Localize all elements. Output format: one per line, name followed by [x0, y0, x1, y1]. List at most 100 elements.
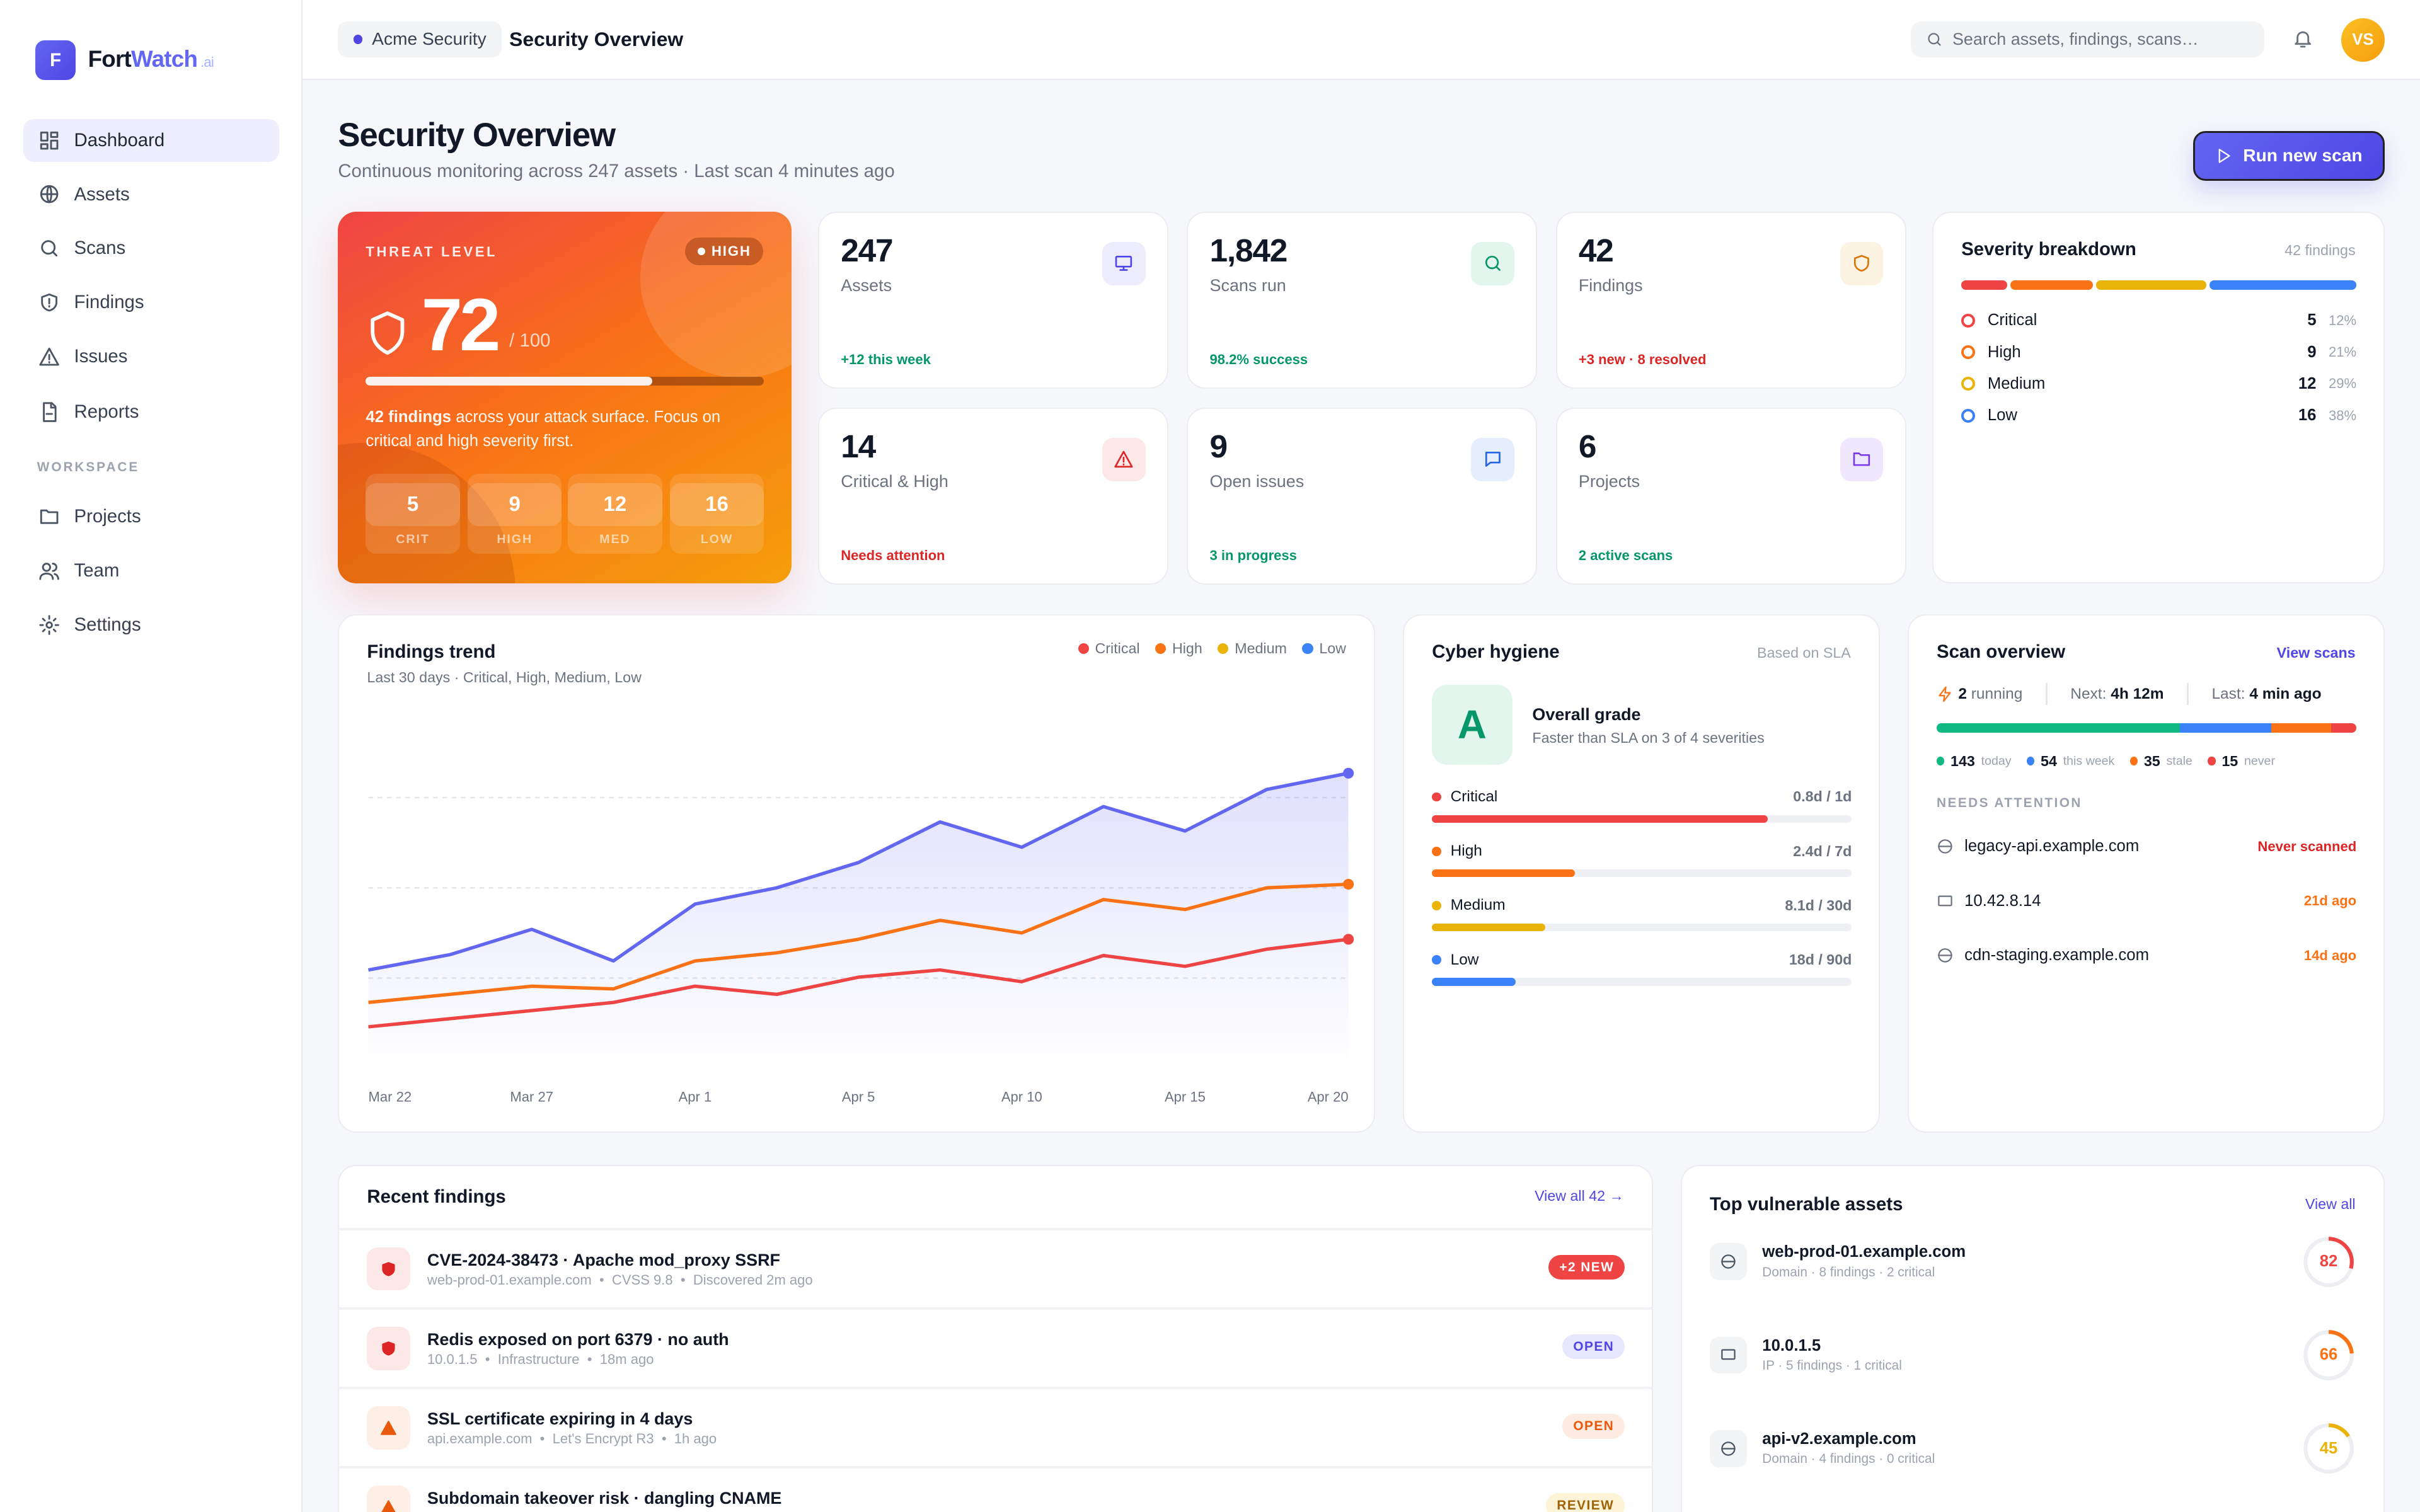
stat-card[interactable]: 14 Critical & High Needs attention [817, 407, 1168, 585]
vulnerable-asset-row[interactable]: 10.0.1.5 IP · 5 findings · 1 critical 66 [1710, 1324, 2358, 1386]
threat-max: / 100 [509, 330, 551, 352]
bell-icon[interactable] [2292, 28, 2313, 49]
sla-row: Low 18d / 90d [1432, 951, 1852, 986]
x-tick-label: Apr 1 [679, 1089, 712, 1104]
legend-item[interactable]: Medium [1218, 640, 1287, 657]
sidebar-item-team[interactable]: Team [23, 549, 280, 593]
attention-item[interactable]: 10.42.8.14 21d ago [1937, 892, 2356, 910]
series-endpoint-critical [1343, 934, 1354, 945]
stat-value: 14 [841, 427, 876, 464]
finding-meta: web-prod-01.example.com • CVSS 9.8 • Dis… [427, 1272, 813, 1288]
attention-item[interactable]: legacy-api.example.com Never scanned [1937, 837, 2356, 856]
badge-dot-icon [697, 248, 706, 256]
stat-card[interactable]: 42 Findings +3 new · 8 resolved [1555, 211, 1906, 389]
coverage-legend-item: 35 stale [2129, 752, 2192, 770]
org-dot-icon [353, 35, 363, 44]
scan-status: Never scanned [2257, 838, 2357, 854]
shield-icon [382, 1341, 395, 1356]
sla-bar [1432, 924, 1852, 932]
asset-icon-box [1710, 1429, 1747, 1467]
sidebar-item-settings[interactable]: Settings [23, 604, 280, 647]
globe-icon [1721, 1254, 1736, 1269]
stat-footnote: 3 in progress [1209, 547, 1297, 563]
last-label: Last: [2211, 685, 2245, 702]
page-title: Security Overview [338, 116, 616, 154]
warning-icon [39, 347, 60, 365]
series-endpoint-high [1343, 878, 1354, 890]
legend-item[interactable]: Critical [1078, 640, 1140, 657]
count: 12 [568, 483, 662, 527]
avatar[interactable]: VS [2341, 18, 2385, 62]
stat-card[interactable]: 1,842 Scans run 98.2% success [1187, 211, 1538, 389]
view-all-assets-link[interactable]: View all [2305, 1195, 2356, 1212]
sidebar-item-issues[interactable]: Issues [23, 335, 280, 378]
desc-bold: 42 findings [366, 408, 452, 427]
sla-severity: Medium [1450, 896, 1506, 914]
stat-footnote: 2 active scans [1578, 547, 1673, 563]
vulnerable-asset-row[interactable]: api-v2.example.com Domain · 4 findings · … [1710, 1418, 2358, 1479]
desc-text: across your attack surface. Focus on cri… [366, 408, 721, 450]
card-title: Severity breakdown [1961, 239, 2136, 260]
x-tick-label: Mar 22 [369, 1089, 412, 1104]
scan-status: 14d ago [2303, 947, 2357, 963]
coverage-count: 35 [2143, 752, 2160, 769]
sidebar-item-reports[interactable]: Reports [23, 391, 280, 434]
finding-row[interactable]: Subdomain takeover risk · dangling CNAME… [339, 1466, 1652, 1512]
risk-score: 45 [2319, 1439, 2338, 1457]
threat-description: 42 findings across your attack surface. … [366, 406, 770, 454]
next-label: Next: [2070, 685, 2107, 702]
stat-card[interactable]: 247 Assets +12 this week [817, 211, 1168, 389]
stat-label: Findings [1578, 275, 1643, 295]
sidebar-item-assets[interactable]: Assets [23, 173, 280, 216]
sidebar-item-scans[interactable]: Scans [23, 227, 280, 270]
last-value: 4 min ago [2249, 685, 2322, 702]
scan-coverage-bar [1937, 723, 2357, 733]
stat-value: 6 [1578, 427, 1597, 464]
legend-item[interactable]: Low [1302, 640, 1346, 657]
severity-segment [1961, 280, 2008, 290]
finding-title: Redis exposed on port 6379 · no auth [427, 1329, 729, 1349]
sla-value: 2.4d / 7d [1793, 842, 1852, 859]
sla-bar [1432, 978, 1852, 986]
sla-bar-fill [1432, 978, 1516, 986]
finding-row[interactable]: SSL certificate expiring in 4 days api.ex… [339, 1387, 1652, 1465]
count: 5 [366, 483, 460, 527]
card-title: Top vulnerable assets [1710, 1194, 1903, 1215]
search-icon [1928, 33, 1941, 46]
severity-ring-icon [1961, 313, 1976, 328]
finding-row[interactable]: CVE-2024-38473 · Apache mod_proxy SSRF we… [339, 1227, 1652, 1307]
legend-item[interactable]: High [1155, 640, 1202, 657]
brand-name: Fort [88, 46, 132, 72]
severity-count-critical: 5 CRIT [366, 473, 460, 554]
search-input[interactable]: Search assets, findings, scans… [1910, 21, 2264, 57]
sla-value: 8.1d / 30d [1785, 896, 1852, 914]
stat-icon-box [1102, 438, 1146, 481]
x-tick-label: Apr 15 [1165, 1089, 1206, 1104]
coverage-label: this week [2063, 753, 2115, 768]
finding-meta: api.example.com • Let's Encrypt R3 • 1h … [427, 1431, 717, 1447]
stat-card[interactable]: 9 Open issues 3 in progress [1187, 407, 1538, 585]
message-icon [1485, 452, 1501, 467]
attention-item[interactable]: cdn-staging.example.com 14d ago [1937, 946, 2356, 965]
vulnerable-asset-row[interactable]: web-prod-01.example.com Domain · 8 findin… [1710, 1231, 2358, 1293]
brand-suffix: .ai [200, 54, 214, 71]
series-line-low [368, 771, 1349, 971]
run-new-scan-button[interactable]: Run new scan [2193, 131, 2385, 181]
series-line-critical [368, 937, 1349, 1029]
view-all-findings-link[interactable]: View all 42 → [1535, 1188, 1624, 1205]
view-scans-link[interactable]: View scans [2276, 644, 2356, 662]
stat-card[interactable]: 6 Projects 2 active scans [1555, 407, 1906, 585]
severity-dot-icon [1432, 792, 1441, 802]
sidebar-item-dashboard[interactable]: Dashboard [23, 118, 280, 163]
sla-severity: Low [1450, 951, 1479, 968]
sidebar-item-findings[interactable]: Findings [23, 281, 280, 324]
asset-name: api-v2.example.com [1762, 1429, 1916, 1448]
finding-row[interactable]: Redis exposed on port 6379 · no auth 10.0… [339, 1307, 1652, 1386]
severity-dot-icon [1432, 846, 1441, 856]
sidebar-item-projects[interactable]: Projects [23, 495, 280, 539]
severity-row: Low 16 38% [1961, 404, 2356, 426]
legend-dot-icon [1937, 756, 1945, 766]
warning-icon [381, 1421, 397, 1435]
legend-dot-icon [1218, 643, 1229, 654]
org-switcher[interactable]: Acme Security [338, 21, 502, 57]
